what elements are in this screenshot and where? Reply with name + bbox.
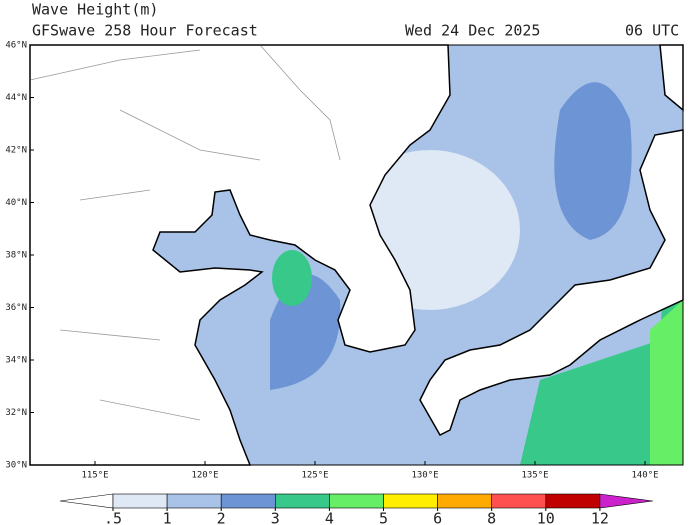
colorbar-label: .5	[104, 510, 122, 525]
colorbar-label: 5	[379, 510, 388, 525]
lat-label: 34°N	[5, 356, 27, 366]
colorbar-segment	[545, 493, 601, 509]
colorbar-label: 1	[163, 510, 172, 525]
colorbar-label: 10	[537, 510, 555, 525]
colorbar-segment	[437, 493, 493, 509]
borders	[29, 44, 341, 421]
colorbar-segment	[329, 493, 384, 509]
lat-label: 36°N	[5, 303, 27, 313]
lon-label: 120°E	[191, 471, 218, 481]
lon-label: 125°E	[301, 471, 328, 481]
colorbar-low-end	[59, 493, 114, 509]
colorbar-segment	[166, 493, 222, 509]
wave-zone	[554, 82, 632, 240]
japan	[419, 129, 684, 436]
wave-zone	[272, 250, 312, 306]
colorbar-segment	[112, 493, 168, 509]
lat-label: 40°N	[5, 198, 27, 208]
title: Wave Height(m)	[32, 1, 158, 19]
mainland	[29, 44, 451, 466]
lat-label: 44°N	[5, 93, 27, 103]
colorbar-label: 4	[325, 510, 334, 525]
wave-zone	[650, 300, 683, 465]
lat-label: 38°N	[5, 251, 27, 261]
wave-zone	[520, 240, 683, 465]
time: 06 UTC	[625, 22, 679, 40]
date: Wed 24 Dec 2025	[405, 22, 540, 40]
lat-label: 46°N	[5, 41, 27, 51]
colorbar-segment	[274, 493, 330, 509]
lon-label: 130°E	[411, 471, 438, 481]
lat-label: 32°N	[5, 408, 27, 418]
model: GFSwave 258 Hour Forecast	[32, 22, 258, 40]
colorbar-label: 12	[591, 510, 609, 525]
colorbar-label: 8	[487, 510, 496, 525]
lat-label: 30°N	[5, 461, 27, 471]
colorbar-label: 6	[433, 510, 442, 525]
lat-label: 42°N	[5, 146, 27, 156]
map	[29, 44, 684, 466]
colorbar-segment	[491, 493, 547, 509]
lon-label: 140°E	[631, 471, 658, 481]
colorbar-label: 2	[217, 510, 226, 525]
colorbar-high-end	[599, 493, 653, 509]
colorbar-segment	[220, 493, 276, 509]
lon-label: 135°E	[521, 471, 548, 481]
lon-label: 115°E	[81, 471, 108, 481]
colorbar-label: 3	[271, 510, 280, 525]
colorbar-segment	[383, 493, 438, 509]
